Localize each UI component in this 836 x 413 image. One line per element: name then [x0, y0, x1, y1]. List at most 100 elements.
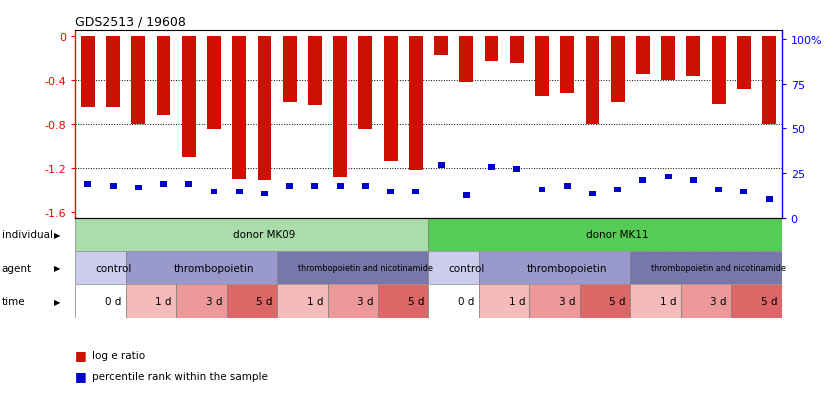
Text: agent: agent [2, 263, 32, 273]
Bar [156, 36, 171, 116]
Bar [611, 36, 624, 102]
Bar [766, 197, 772, 202]
Bar [359, 36, 372, 130]
Bar [640, 178, 646, 183]
Text: 5 d: 5 d [609, 297, 626, 306]
Bar [434, 36, 448, 56]
Text: time: time [2, 297, 25, 306]
Bar [479, 252, 630, 285]
Bar [428, 285, 479, 318]
Bar [160, 182, 167, 187]
Text: 0 d: 0 d [458, 297, 475, 306]
Bar [337, 184, 344, 189]
Text: control: control [448, 263, 485, 273]
Bar [81, 36, 94, 108]
Bar [428, 252, 479, 285]
Bar [428, 218, 782, 252]
Bar [681, 285, 732, 318]
Bar [328, 285, 378, 318]
Bar [560, 36, 574, 94]
Bar [308, 36, 322, 106]
Bar [636, 36, 650, 75]
Bar [84, 182, 91, 187]
Bar [334, 36, 347, 178]
Bar [741, 189, 747, 195]
Bar [715, 188, 722, 193]
Bar [236, 189, 242, 195]
Bar [106, 36, 120, 108]
Bar [286, 184, 293, 189]
Text: 0 d: 0 d [104, 297, 121, 306]
Bar [362, 184, 369, 189]
Text: ■: ■ [75, 369, 87, 382]
Text: thrombopoietin and nicotinamide: thrombopoietin and nicotinamide [651, 263, 786, 273]
Bar [732, 285, 782, 318]
Text: donor MK09: donor MK09 [233, 230, 296, 240]
Bar [409, 36, 423, 171]
Bar [690, 178, 697, 183]
Bar [261, 191, 268, 197]
Text: 3 d: 3 d [559, 297, 575, 306]
Bar [186, 182, 192, 187]
Bar [538, 188, 545, 193]
Bar [182, 36, 196, 158]
Text: ▶: ▶ [54, 230, 61, 239]
Text: thrombopoietin: thrombopoietin [174, 263, 254, 273]
Bar [614, 188, 621, 193]
Text: GDS2513 / 19608: GDS2513 / 19608 [75, 15, 186, 28]
Bar [75, 218, 429, 252]
Text: ▶: ▶ [54, 263, 61, 273]
Bar [585, 36, 599, 125]
Bar [479, 285, 529, 318]
Text: 5 d: 5 d [761, 297, 777, 306]
Text: 1 d: 1 d [155, 297, 171, 306]
Text: 3 d: 3 d [357, 297, 374, 306]
Bar [630, 252, 782, 285]
Text: individual: individual [2, 230, 53, 240]
Bar [387, 189, 394, 195]
Bar [737, 36, 751, 89]
Bar [580, 285, 630, 318]
Text: donor MK11: donor MK11 [586, 230, 649, 240]
Bar [232, 36, 246, 180]
Bar [563, 184, 571, 189]
Bar [75, 285, 125, 318]
Text: percentile rank within the sample: percentile rank within the sample [92, 371, 268, 381]
Bar [485, 36, 498, 62]
Text: 1 d: 1 d [307, 297, 324, 306]
Bar [513, 167, 520, 172]
Bar [135, 185, 142, 191]
Bar [378, 285, 428, 318]
Bar [277, 252, 429, 285]
Bar [125, 252, 277, 285]
Bar [125, 285, 176, 318]
Bar [686, 36, 701, 77]
Bar [463, 193, 470, 199]
Text: thrombopoietin and nicotinamide: thrombopoietin and nicotinamide [298, 263, 433, 273]
Bar [535, 36, 549, 97]
Bar [762, 36, 776, 125]
Bar [711, 36, 726, 105]
Text: thrombopoietin: thrombopoietin [527, 263, 608, 273]
Bar [207, 36, 221, 130]
Bar [630, 285, 681, 318]
Bar [312, 184, 319, 189]
Text: 3 d: 3 d [711, 297, 726, 306]
Bar [437, 163, 445, 169]
Text: 3 d: 3 d [206, 297, 222, 306]
Bar [589, 191, 596, 197]
Bar [227, 285, 277, 318]
Bar [75, 252, 125, 285]
Text: 1 d: 1 d [660, 297, 676, 306]
Bar [131, 36, 145, 125]
Bar [665, 174, 671, 180]
Bar [211, 189, 217, 195]
Text: 1 d: 1 d [508, 297, 525, 306]
Bar [257, 36, 272, 181]
Text: ■: ■ [75, 349, 87, 362]
Text: 5 d: 5 d [256, 297, 273, 306]
Bar [459, 36, 473, 83]
Bar [110, 184, 116, 189]
Bar [277, 285, 328, 318]
Bar [384, 36, 398, 162]
